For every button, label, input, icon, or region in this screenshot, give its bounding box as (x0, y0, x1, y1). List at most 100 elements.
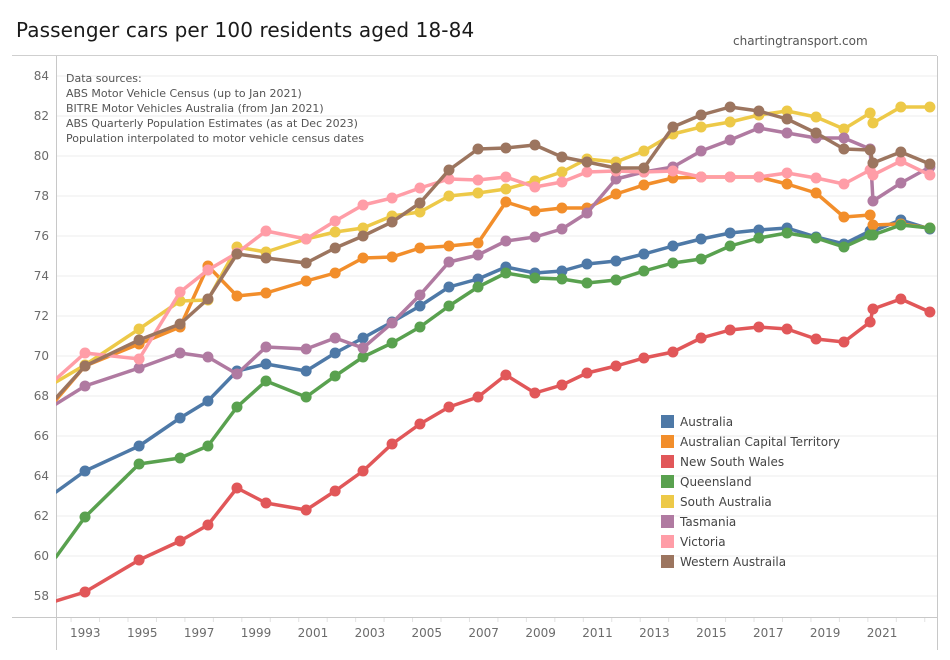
data-point[interactable] (864, 209, 876, 221)
data-point[interactable] (638, 352, 650, 364)
data-point[interactable] (781, 178, 793, 190)
data-point[interactable] (753, 105, 765, 117)
data-point[interactable] (610, 274, 622, 286)
data-point[interactable] (895, 155, 907, 167)
data-point[interactable] (695, 171, 707, 183)
legend-item[interactable]: Victoria (661, 535, 726, 549)
data-point[interactable] (174, 318, 186, 330)
data-point[interactable] (810, 127, 822, 139)
data-point[interactable] (924, 306, 936, 318)
data-point[interactable] (867, 169, 879, 181)
data-point[interactable] (610, 188, 622, 200)
data-point[interactable] (581, 156, 593, 168)
data-point[interactable] (357, 199, 369, 211)
data-point[interactable] (838, 211, 850, 223)
data-point[interactable] (864, 144, 876, 156)
data-point[interactable] (300, 391, 312, 403)
data-point[interactable] (895, 101, 907, 113)
data-point[interactable] (781, 227, 793, 239)
data-point[interactable] (638, 162, 650, 174)
data-point[interactable] (556, 202, 568, 214)
data-point[interactable] (414, 242, 426, 254)
data-point[interactable] (500, 369, 512, 381)
data-point[interactable] (329, 267, 341, 279)
data-point[interactable] (443, 401, 455, 413)
data-point[interactable] (867, 303, 879, 315)
data-point[interactable] (695, 233, 707, 245)
data-point[interactable] (781, 105, 793, 117)
legend-item[interactable]: Australian Capital Territory (661, 435, 840, 449)
data-point[interactable] (472, 143, 484, 155)
data-point[interactable] (724, 240, 736, 252)
data-point[interactable] (610, 255, 622, 267)
data-point[interactable] (724, 116, 736, 128)
data-point[interactable] (581, 166, 593, 178)
data-point[interactable] (556, 379, 568, 391)
legend-item[interactable]: Tasmania (661, 515, 736, 529)
data-point[interactable] (133, 334, 145, 346)
data-point[interactable] (260, 252, 272, 264)
data-point[interactable] (202, 264, 214, 276)
data-point[interactable] (202, 293, 214, 305)
data-point[interactable] (529, 139, 541, 151)
data-point[interactable] (300, 365, 312, 377)
data-point[interactable] (753, 232, 765, 244)
data-point[interactable] (810, 232, 822, 244)
data-point[interactable] (414, 197, 426, 209)
data-point[interactable] (838, 241, 850, 253)
data-point[interactable] (357, 351, 369, 363)
legend-item[interactable]: South Australia (661, 495, 772, 509)
legend-item[interactable]: Queensland (661, 475, 752, 489)
data-point[interactable] (174, 452, 186, 464)
data-point[interactable] (472, 273, 484, 285)
data-point[interactable] (781, 323, 793, 335)
data-point[interactable] (133, 458, 145, 470)
data-point[interactable] (231, 248, 243, 260)
data-point[interactable] (133, 362, 145, 374)
data-point[interactable] (924, 222, 936, 234)
data-point[interactable] (414, 321, 426, 333)
data-point[interactable] (895, 219, 907, 231)
data-point[interactable] (781, 127, 793, 139)
data-point[interactable] (472, 281, 484, 293)
data-point[interactable] (667, 240, 679, 252)
data-point[interactable] (581, 207, 593, 219)
data-point[interactable] (638, 179, 650, 191)
data-point[interactable] (414, 300, 426, 312)
data-point[interactable] (638, 265, 650, 277)
data-point[interactable] (472, 187, 484, 199)
data-point[interactable] (529, 272, 541, 284)
data-point[interactable] (443, 164, 455, 176)
data-point[interactable] (556, 176, 568, 188)
data-point[interactable] (695, 253, 707, 265)
data-point[interactable] (867, 229, 879, 241)
data-point[interactable] (414, 182, 426, 194)
data-point[interactable] (260, 375, 272, 387)
data-point[interactable] (357, 252, 369, 264)
data-point[interactable] (753, 224, 765, 236)
data-point[interactable] (529, 181, 541, 193)
data-point[interactable] (174, 535, 186, 547)
data-point[interactable] (260, 225, 272, 237)
data-point[interactable] (386, 192, 398, 204)
data-point[interactable] (556, 151, 568, 163)
data-point[interactable] (867, 117, 879, 129)
data-point[interactable] (667, 257, 679, 269)
data-point[interactable] (724, 227, 736, 239)
data-point[interactable] (895, 293, 907, 305)
data-point[interactable] (500, 196, 512, 208)
data-point[interactable] (838, 132, 850, 144)
data-point[interactable] (357, 465, 369, 477)
data-point[interactable] (133, 323, 145, 335)
data-point[interactable] (414, 418, 426, 430)
data-point[interactable] (867, 157, 879, 169)
data-point[interactable] (79, 511, 91, 523)
data-point[interactable] (329, 226, 341, 238)
data-point[interactable] (529, 387, 541, 399)
data-point[interactable] (472, 237, 484, 249)
data-point[interactable] (443, 281, 455, 293)
data-point[interactable] (329, 347, 341, 359)
data-point[interactable] (781, 167, 793, 179)
data-point[interactable] (838, 143, 850, 155)
data-point[interactable] (329, 485, 341, 497)
